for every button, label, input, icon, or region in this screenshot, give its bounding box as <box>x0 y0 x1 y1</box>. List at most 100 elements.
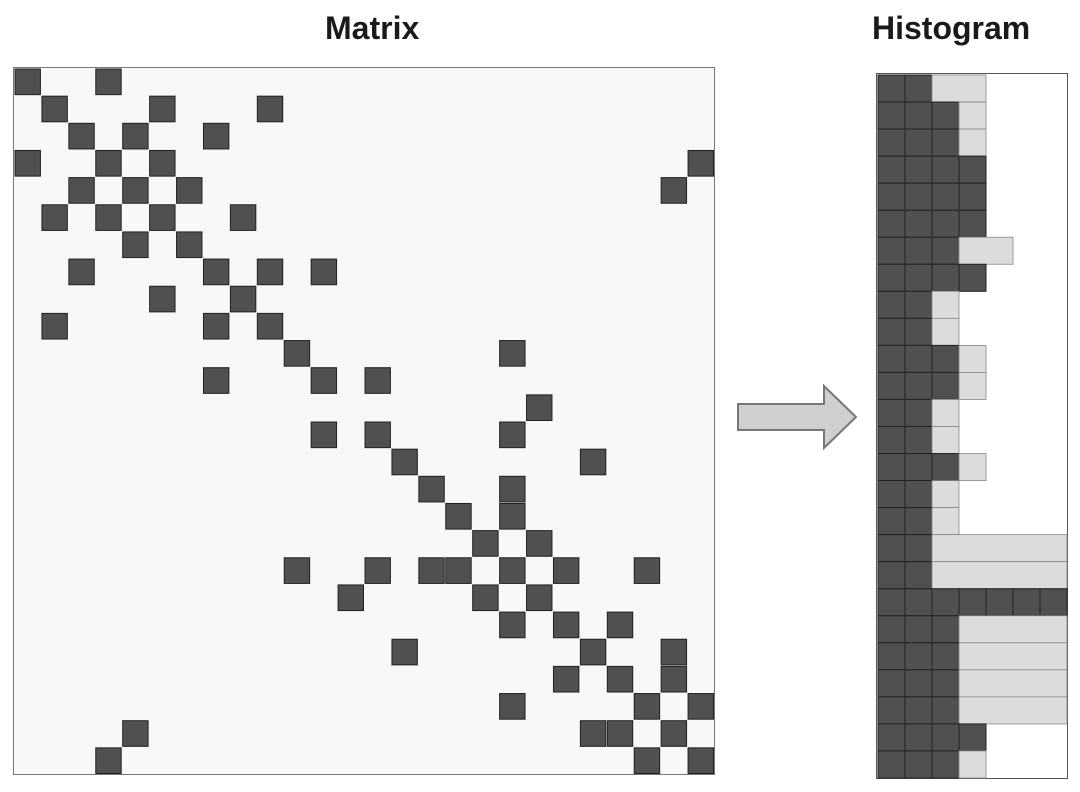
matrix-cell <box>149 204 176 231</box>
histogram-dark-cell <box>931 723 960 752</box>
matrix-cell <box>499 693 526 720</box>
matrix-cell <box>229 285 257 313</box>
histogram-panel <box>876 73 1068 779</box>
histogram-light-cell <box>931 507 960 536</box>
matrix-cell <box>202 367 230 394</box>
histogram-dark-cell <box>931 371 960 400</box>
histogram-dark-cell <box>931 101 960 130</box>
histogram-dark-cell <box>877 480 906 509</box>
histogram-dark-cell <box>904 453 933 482</box>
histogram-dark-cell <box>931 236 960 265</box>
histogram-dark-cell <box>1039 588 1068 617</box>
histogram-light-cell <box>931 74 987 103</box>
histogram-light-cell <box>958 236 1014 265</box>
histogram-dark-cell <box>877 642 906 671</box>
histogram-dark-cell <box>931 588 960 617</box>
histogram-dark-cell <box>877 344 906 373</box>
matrix-cell <box>202 258 230 286</box>
matrix-cell <box>149 285 176 313</box>
matrix-cell <box>499 475 526 503</box>
histogram-dark-cell <box>877 669 906 698</box>
matrix-cell <box>472 530 499 557</box>
histogram-grid <box>877 74 1068 779</box>
matrix-cell <box>41 95 68 123</box>
histogram-dark-cell <box>904 236 933 265</box>
matrix-cell <box>391 638 418 666</box>
matrix-cell <box>472 584 499 612</box>
histogram-dark-cell <box>904 317 933 346</box>
histogram-dark-cell <box>877 534 906 563</box>
right-arrow-icon <box>737 383 858 451</box>
matrix-cell <box>256 95 284 123</box>
histogram-dark-cell <box>877 426 906 455</box>
matrix-cell <box>499 340 526 367</box>
histogram-light-cell <box>931 480 960 509</box>
histogram-light-cell <box>931 561 1068 590</box>
histogram-dark-cell <box>904 588 933 617</box>
matrix-cell <box>95 149 122 177</box>
histogram-dark-cell <box>985 588 1014 617</box>
matrix-cell <box>526 530 553 557</box>
matrix-cell <box>526 394 553 422</box>
matrix-title: Matrix <box>325 10 420 46</box>
histogram-dark-cell <box>931 155 960 184</box>
matrix-cell <box>202 312 230 340</box>
histogram-light-cell <box>958 615 1068 644</box>
histogram-dark-cell <box>1012 588 1041 617</box>
histogram-light-cell <box>958 372 987 400</box>
histogram-dark-cell <box>931 453 960 482</box>
matrix-cell <box>149 95 176 123</box>
histogram-dark-cell <box>904 128 933 157</box>
matrix-cell <box>310 367 338 394</box>
matrix-cell <box>579 448 607 476</box>
histogram-dark-cell <box>877 236 906 265</box>
histogram-dark-cell <box>904 750 933 779</box>
matrix-cell <box>176 177 203 204</box>
matrix-cell <box>122 122 149 150</box>
histogram-dark-cell <box>877 615 906 644</box>
histogram-light-cell <box>958 642 1068 671</box>
histogram-light-cell <box>931 290 960 319</box>
histogram-dark-cell <box>877 588 906 617</box>
matrix-grid <box>14 68 714 774</box>
histogram-dark-cell <box>904 290 933 319</box>
histogram-dark-cell <box>931 642 960 671</box>
histogram-dark-cell <box>877 453 906 482</box>
histogram-dark-cell <box>931 669 960 698</box>
matrix-cell <box>68 258 95 286</box>
histogram-dark-cell <box>958 263 987 292</box>
matrix-cell <box>122 231 149 259</box>
histogram-dark-cell <box>931 696 960 725</box>
matrix-cell <box>364 367 391 394</box>
matrix-cell <box>95 204 122 231</box>
matrix-cell <box>337 584 365 612</box>
matrix-cell <box>687 693 714 720</box>
histogram-dark-cell <box>904 615 933 644</box>
histogram-dark-cell <box>904 480 933 509</box>
matrix-cell <box>606 611 634 639</box>
matrix-cell <box>445 502 472 530</box>
matrix-cell <box>660 177 688 204</box>
histogram-light-cell <box>931 399 960 427</box>
histogram-light-cell <box>958 101 987 130</box>
histogram-dark-cell <box>931 615 960 644</box>
matrix-cell <box>687 747 714 774</box>
matrix-cell <box>95 747 122 774</box>
matrix-cell <box>526 584 553 612</box>
matrix-cell <box>41 312 68 340</box>
matrix-cell <box>552 557 580 584</box>
histogram-dark-cell <box>931 128 960 157</box>
matrix-cell <box>364 557 391 584</box>
matrix-cell <box>176 231 203 259</box>
matrix-cell <box>41 204 68 231</box>
histogram-dark-cell <box>904 155 933 184</box>
matrix-cell <box>256 312 284 340</box>
matrix-cell <box>660 665 688 693</box>
histogram-dark-cell <box>931 344 960 373</box>
matrix-cell <box>229 204 257 231</box>
matrix-cell <box>149 149 176 177</box>
histogram-dark-cell <box>904 263 933 292</box>
histogram-dark-cell <box>904 74 933 103</box>
histogram-light-cell <box>958 344 987 373</box>
matrix-panel <box>13 67 715 775</box>
